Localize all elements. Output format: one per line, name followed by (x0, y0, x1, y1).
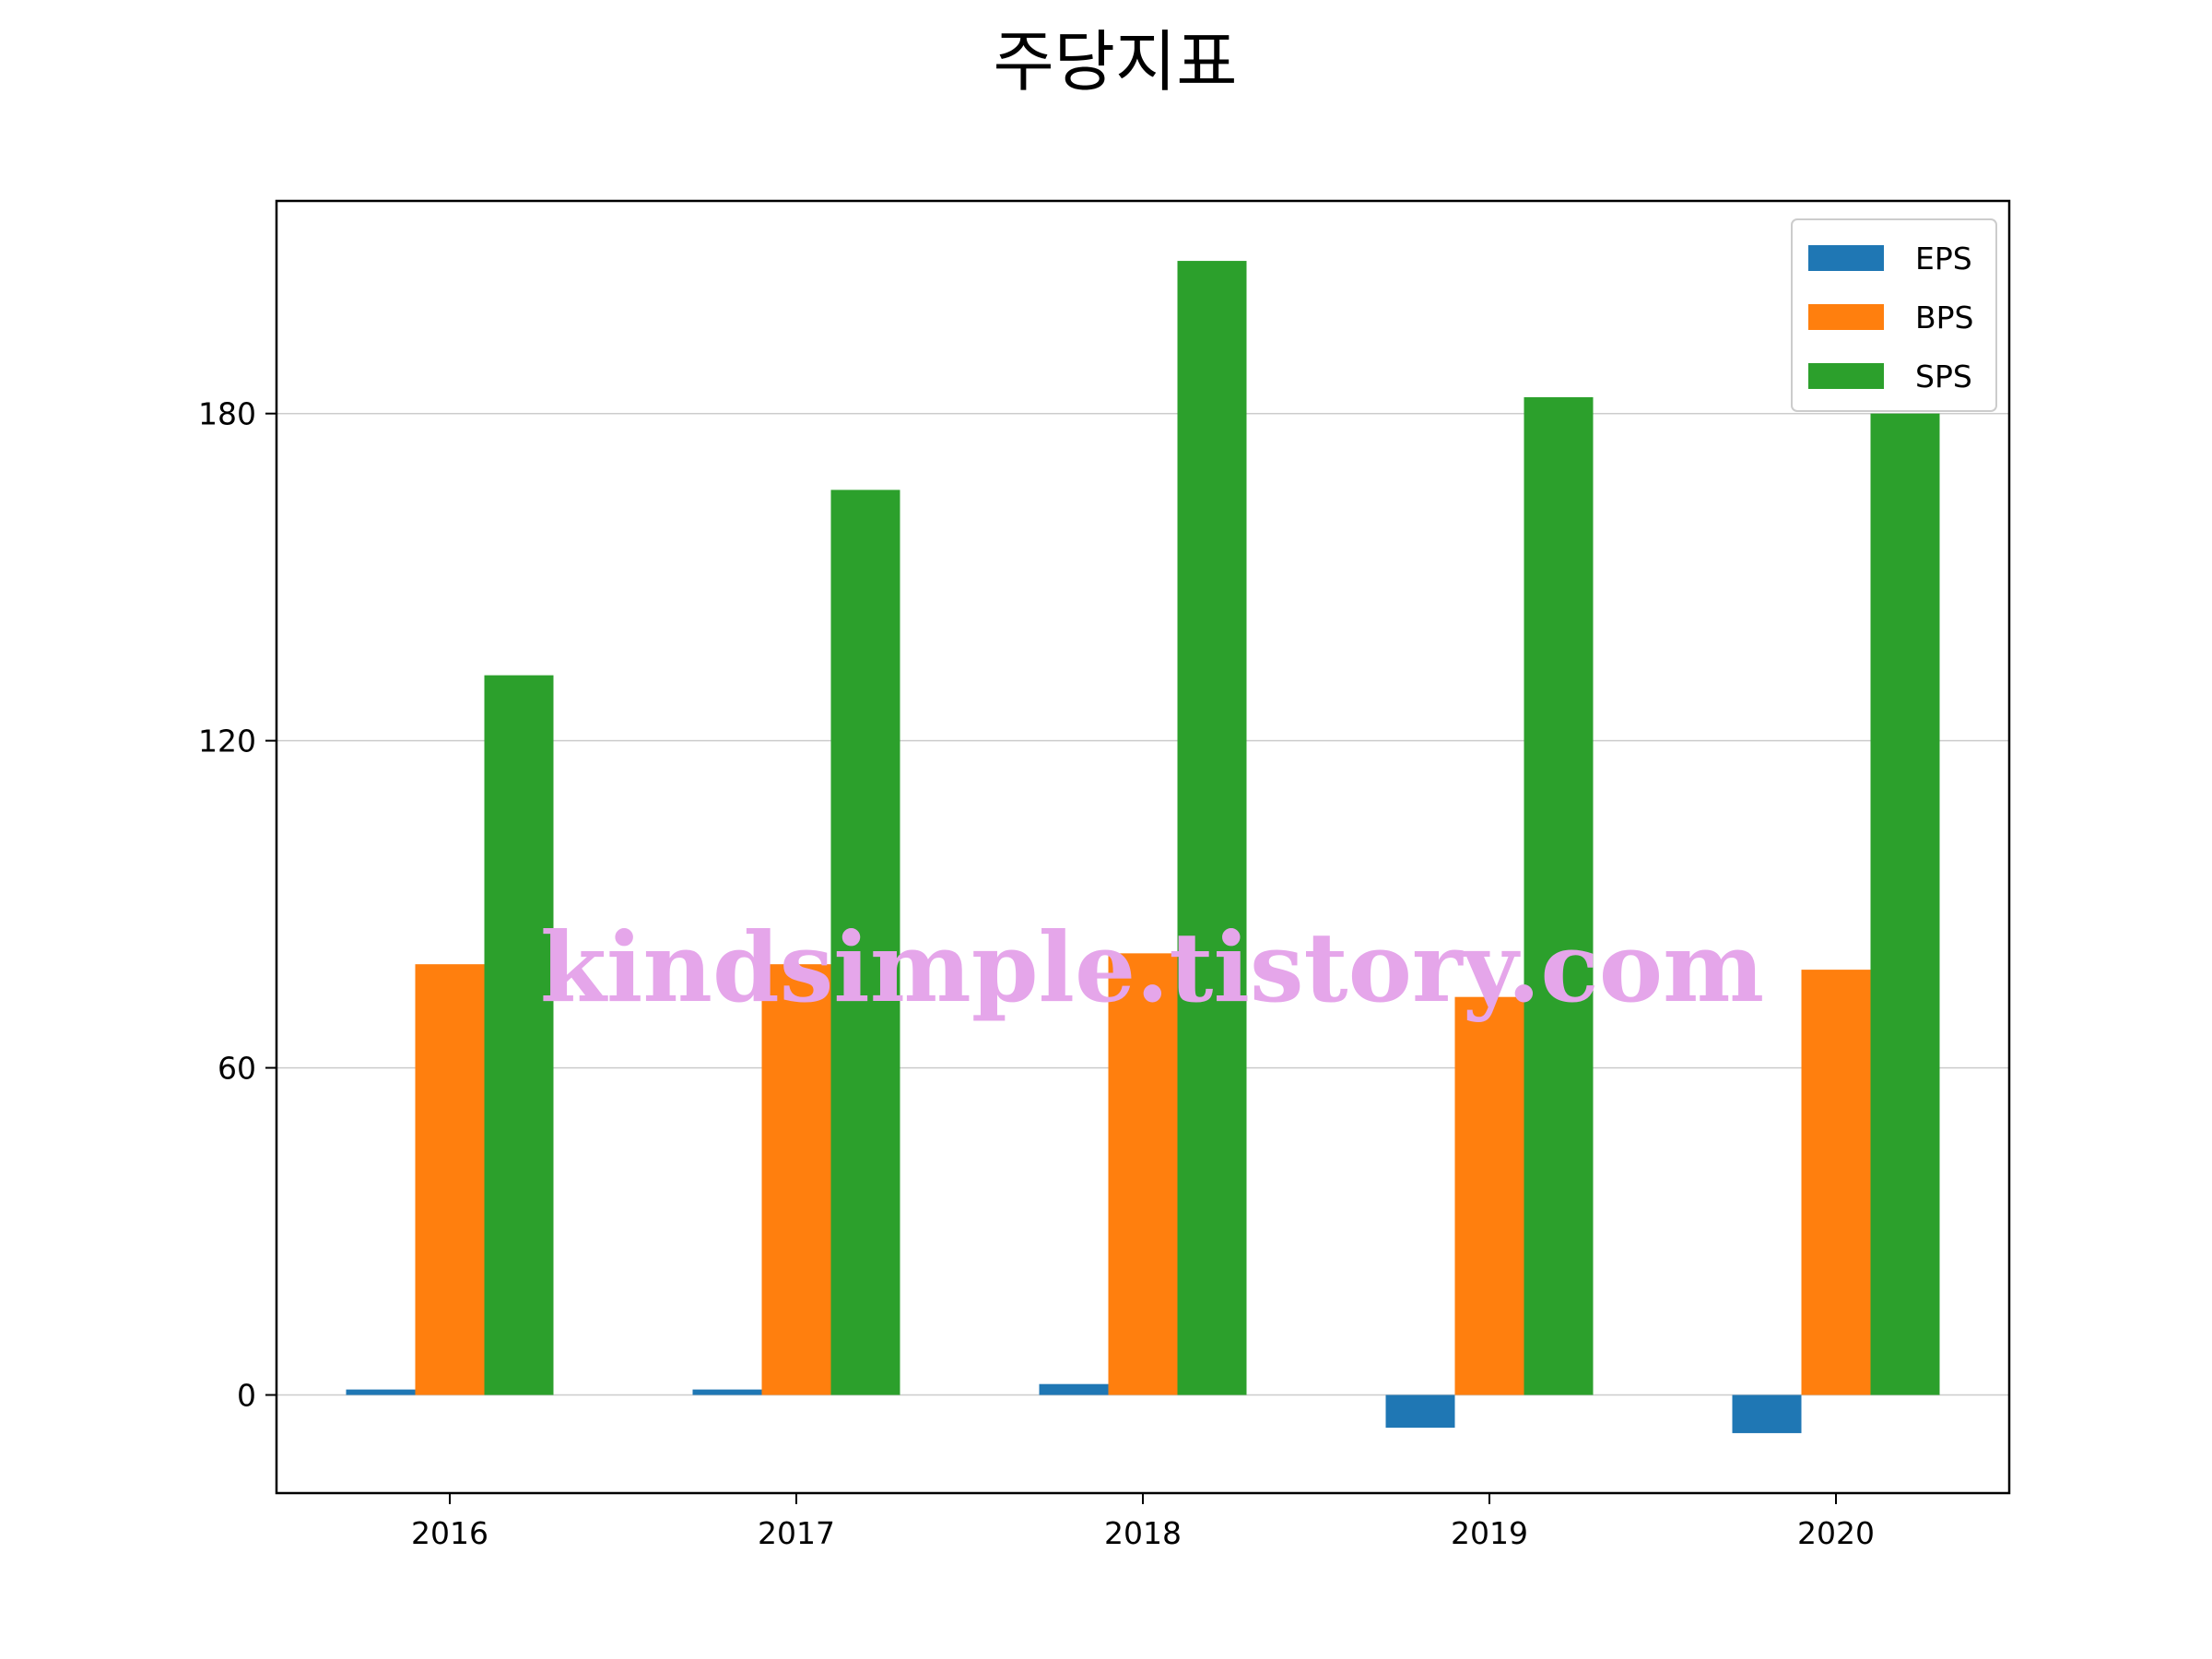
y-tick-label: 120 (198, 724, 256, 759)
y-tick-label: 0 (237, 1378, 256, 1414)
y-tick-label: 60 (218, 1051, 256, 1087)
x-tick-label: 2016 (411, 1515, 488, 1551)
bar-eps-2019 (1385, 1394, 1455, 1429)
x-tick-label: 2017 (758, 1515, 835, 1551)
x-tick-label: 2018 (1104, 1515, 1182, 1551)
bar-bps-2016 (415, 964, 485, 1395)
legend-swatch-bps (1808, 304, 1884, 330)
watermark: kindsimple.tistory.com (540, 911, 1764, 1024)
y-tick-label: 180 (198, 396, 256, 432)
legend-swatch-eps (1808, 245, 1884, 271)
bar-eps-2018 (1039, 1383, 1109, 1395)
bar-bps-2020 (1801, 970, 1871, 1395)
legend-label-sps: SPS (1915, 359, 1972, 394)
bar-eps-2016 (346, 1389, 416, 1395)
bar-bps-2018 (1108, 953, 1178, 1395)
x-tick-label: 2020 (1797, 1515, 1875, 1551)
x-tick-label: 2019 (1451, 1515, 1528, 1551)
legend-swatch-sps (1808, 363, 1884, 389)
bar-sps-2019 (1524, 396, 1594, 1395)
bar-bps-2019 (1454, 996, 1524, 1395)
plot-area: 0 60 120 180 2016 2017 2018 2019 2020 EPS BPS SPS (198, 199, 2011, 1551)
bar-sps-2017 (830, 489, 900, 1395)
bar-bps-2017 (761, 964, 831, 1395)
legend-label-bps: BPS (1915, 300, 1974, 335)
plot-frame (275, 199, 2011, 1495)
bar-sps-2018 (1177, 261, 1247, 1395)
bar-eps-2017 (692, 1389, 762, 1395)
legend-label-eps: EPS (1915, 241, 1972, 276)
chart-title: 주당지표 (994, 23, 1238, 100)
bar-eps-2020 (1732, 1394, 1802, 1433)
bar-sps-2016 (484, 675, 554, 1395)
bar-sps-2020 (1870, 413, 1940, 1395)
